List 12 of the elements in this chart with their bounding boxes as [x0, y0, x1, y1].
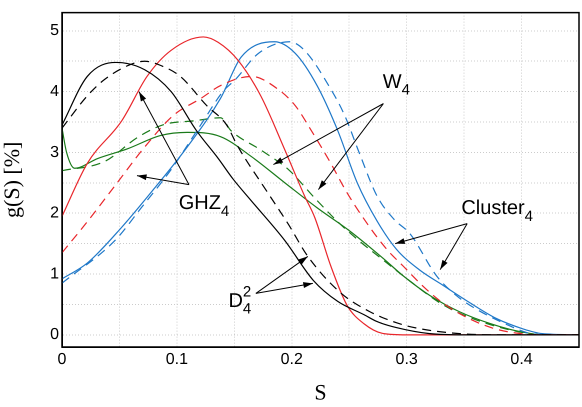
x-axis-title: S	[314, 380, 327, 405]
y-tick-label: 0	[50, 326, 60, 344]
y-tick-label: 3	[50, 144, 60, 161]
y-tick-label: 5	[50, 22, 60, 40]
x-tick-label: 0.3	[396, 351, 418, 368]
x-tick-label: 0.4	[510, 351, 533, 368]
x-tick-label: 0.2	[280, 351, 303, 368]
y-tick-label: 2	[50, 204, 60, 222]
y-tick-label: 1	[50, 265, 60, 282]
y-axis-title: g(S) [%]	[0, 142, 24, 218]
y-tick-label: 4	[50, 83, 60, 100]
x-tick-label: 0.1	[166, 351, 188, 368]
